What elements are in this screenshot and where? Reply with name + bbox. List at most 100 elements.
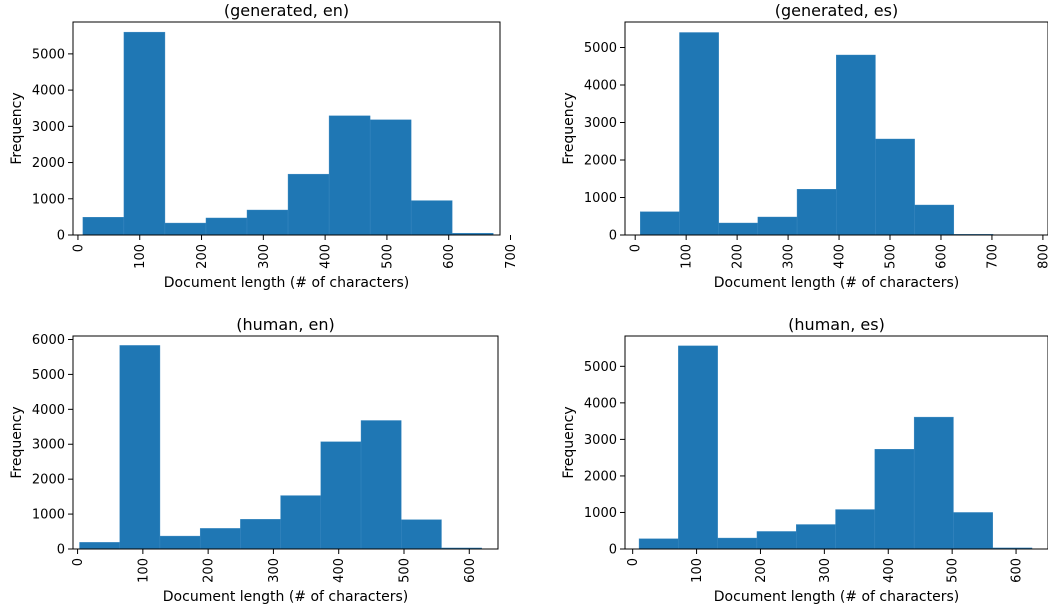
y-tick-label: 1000 [32, 508, 65, 523]
chart-title: (generated, es) [775, 1, 898, 20]
histogram-bar [79, 542, 120, 550]
y-tick-label: 3000 [32, 438, 65, 453]
x-tick-label: 100 [690, 558, 705, 583]
axes-frame [624, 335, 1048, 550]
histogram-bar [756, 531, 797, 550]
y-tick-label: 6000 [32, 333, 65, 348]
histogram-bar [874, 449, 915, 550]
histogram-bar [205, 217, 248, 236]
histogram-bar [360, 420, 402, 550]
histogram-bar [287, 173, 330, 236]
chart-title: (human, en) [236, 315, 334, 334]
y-tick-label: 4000 [32, 403, 65, 418]
histogram-bar [119, 345, 161, 550]
y-tick-label: 2000 [584, 154, 617, 169]
histogram-bar [640, 211, 680, 236]
histogram-bar [796, 189, 837, 236]
x-tick-label: 700 [985, 244, 1000, 269]
y-axis-label: Frequency [561, 406, 577, 478]
y-tick-label: 3000 [584, 433, 617, 448]
histogram-bar [369, 119, 412, 236]
x-tick-label: 200 [754, 558, 769, 583]
histogram-bar [159, 535, 201, 550]
x-tick-label: 500 [397, 558, 412, 583]
chart-title: (human, es) [788, 315, 885, 334]
x-axis-label: Document length (# of characters) [164, 275, 409, 291]
histogram-bar [953, 512, 993, 550]
x-tick-label: 0 [629, 244, 644, 252]
histogram-bar [123, 31, 166, 236]
histogram-bar [836, 54, 876, 236]
y-tick-label: 5000 [584, 360, 617, 375]
y-tick-label: 1000 [584, 191, 617, 206]
x-tick-label: 600 [463, 558, 478, 583]
y-tick-label: 5000 [32, 47, 65, 62]
histogram-bar [796, 524, 836, 550]
x-tick-label: 300 [257, 244, 272, 269]
chart-panel-2: 0 1000 2000 3000 4000 5000 0 100 200 300 400 500 600… [561, 1, 1048, 291]
x-axis-label: Document length (# of characters) [163, 589, 408, 605]
x-axis-label: Document length (# of characters) [714, 275, 959, 291]
histogram-bar [280, 495, 322, 550]
axes-frame [624, 21, 1048, 236]
x-tick-label: 200 [195, 244, 210, 269]
y-tick-label: 1000 [32, 192, 65, 207]
axes-frame [72, 21, 501, 236]
y-tick-label: 0 [57, 229, 65, 244]
histogram-bar [401, 519, 442, 550]
y-axis-label: Frequency [9, 406, 25, 478]
x-tick-label: 600 [1010, 558, 1025, 583]
y-tick-label: 2000 [32, 156, 65, 171]
y-tick-label: 5000 [32, 368, 65, 383]
histogram-bar [410, 200, 453, 236]
chart-panel-4: 0 1000 2000 3000 4000 5000 0 100 200 300 400 500 600… [561, 315, 1048, 605]
y-tick-label: 4000 [32, 84, 65, 99]
y-tick-label: 1000 [584, 506, 617, 521]
x-tick-label: 500 [884, 244, 899, 269]
x-tick-label: 0 [626, 558, 641, 566]
x-tick-label: 0 [71, 244, 86, 252]
x-tick-label: 400 [319, 244, 334, 269]
x-tick-label: 300 [818, 558, 833, 583]
chart-title: (generated, en) [224, 1, 349, 20]
x-tick-label: 600 [442, 244, 457, 269]
x-axis-label: Document length (# of characters) [714, 589, 959, 605]
y-tick-label: 0 [57, 543, 65, 558]
x-tick-label: 200 [731, 244, 746, 269]
y-tick-label: 3000 [32, 120, 65, 135]
x-tick-label: 0 [71, 558, 86, 566]
histogram-bar [328, 115, 371, 236]
x-tick-label: 400 [882, 558, 897, 583]
histogram-bar [914, 204, 955, 236]
histogram-bar [246, 209, 289, 236]
histogram-bar [199, 528, 241, 550]
histogram-bar [240, 519, 281, 550]
histogram-bar [320, 441, 362, 550]
y-tick-label: 4000 [584, 396, 617, 411]
histogram-bar [718, 222, 759, 236]
x-tick-label: 100 [133, 244, 148, 269]
histogram-bar [757, 216, 798, 236]
chart-panel-3: 0 1000 2000 3000 4000 5000 6000 0 100 200 300 400 50… [9, 315, 499, 605]
y-tick-label: 2000 [32, 473, 65, 488]
histogram-bar [679, 32, 719, 236]
y-tick-label: 0 [609, 543, 617, 558]
x-tick-label: 400 [332, 558, 347, 583]
x-tick-label: 100 [136, 558, 151, 583]
x-tick-label: 100 [680, 244, 695, 269]
x-tick-label: 600 [934, 244, 949, 269]
x-tick-label: 300 [782, 244, 797, 269]
histogram-bar [875, 138, 915, 236]
x-tick-label: 800 [1036, 244, 1048, 269]
x-tick-label: 300 [267, 558, 282, 583]
y-axis-label: Frequency [9, 92, 25, 164]
y-tick-label: 3000 [584, 116, 617, 131]
x-tick-label: 700 [504, 244, 519, 269]
histogram-bar [913, 416, 954, 550]
histogram-bar [164, 222, 207, 236]
histogram-bar [835, 509, 876, 550]
histogram-bar [678, 345, 718, 550]
x-tick-label: 400 [833, 244, 848, 269]
y-tick-label: 2000 [584, 469, 617, 484]
